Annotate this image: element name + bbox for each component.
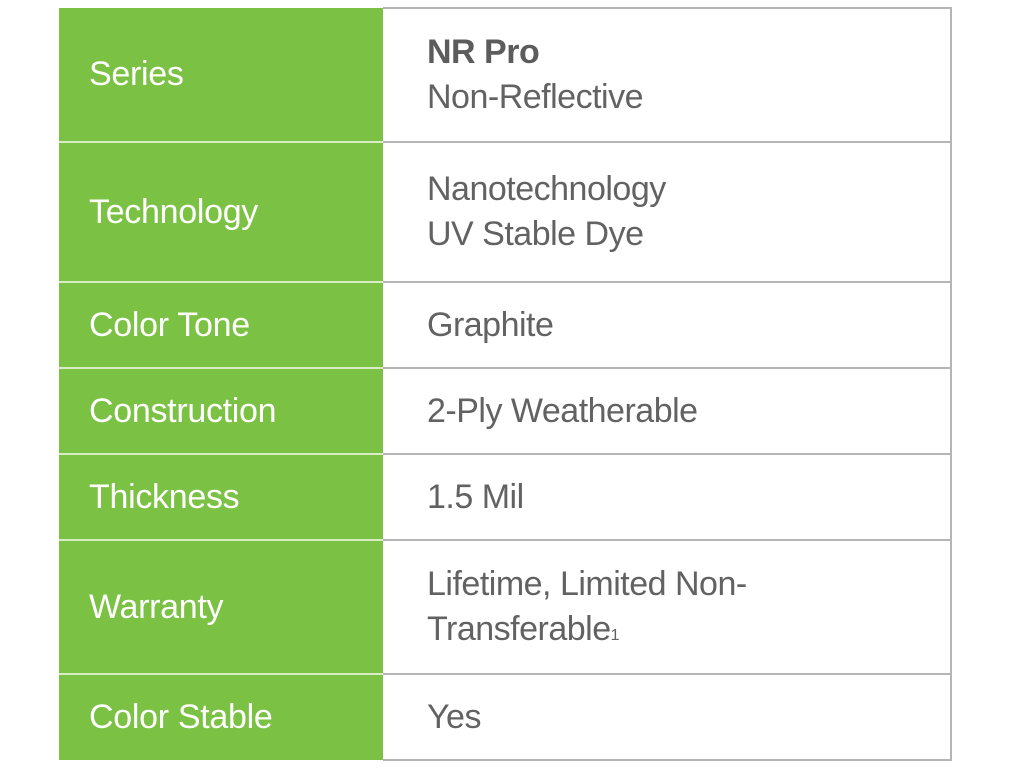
row-label: Thickness — [59, 454, 383, 541]
table-row: Warranty Lifetime, Limited Non- Transfer… — [59, 540, 952, 675]
row-label: Color Stable — [59, 674, 383, 760]
value-line: Nanotechnology — [427, 170, 666, 208]
row-value: Nanotechnology UV Stable Dye — [383, 142, 952, 283]
row-label: Technology — [59, 142, 383, 283]
table-row: Color Tone Graphite — [59, 282, 952, 369]
row-value: Yes — [383, 674, 952, 761]
row-label: Construction — [59, 368, 383, 455]
value-line: Lifetime, Limited Non- — [427, 565, 747, 603]
row-value: Graphite — [383, 282, 952, 369]
spec-table: Series NR Pro Non-Reflective Technology … — [59, 7, 952, 761]
table-row: Construction 2-Ply Weatherable — [59, 368, 952, 455]
row-label: Color Tone — [59, 282, 383, 369]
row-label: Warranty — [59, 540, 383, 675]
series-subtitle: Non-Reflective — [427, 78, 643, 116]
footnote-marker: 1 — [610, 627, 620, 644]
table-row: Technology Nanotechnology UV Stable Dye — [59, 142, 952, 283]
value-text: Transferable — [427, 610, 611, 648]
table-row: Thickness 1.5 Mil — [59, 454, 952, 541]
value-line: Transferable1 — [427, 607, 950, 652]
table-row: Series NR Pro Non-Reflective — [59, 7, 952, 143]
row-label: Series — [59, 8, 383, 143]
row-value: 2-Ply Weatherable — [383, 368, 952, 455]
row-value: 1.5 Mil — [383, 454, 952, 541]
table-row: Color Stable Yes — [59, 674, 952, 761]
value-line: UV Stable Dye — [427, 215, 644, 253]
row-value: Lifetime, Limited Non- Transferable1 — [383, 540, 952, 675]
series-name: NR Pro — [427, 33, 540, 71]
row-value: NR Pro Non-Reflective — [383, 7, 952, 143]
